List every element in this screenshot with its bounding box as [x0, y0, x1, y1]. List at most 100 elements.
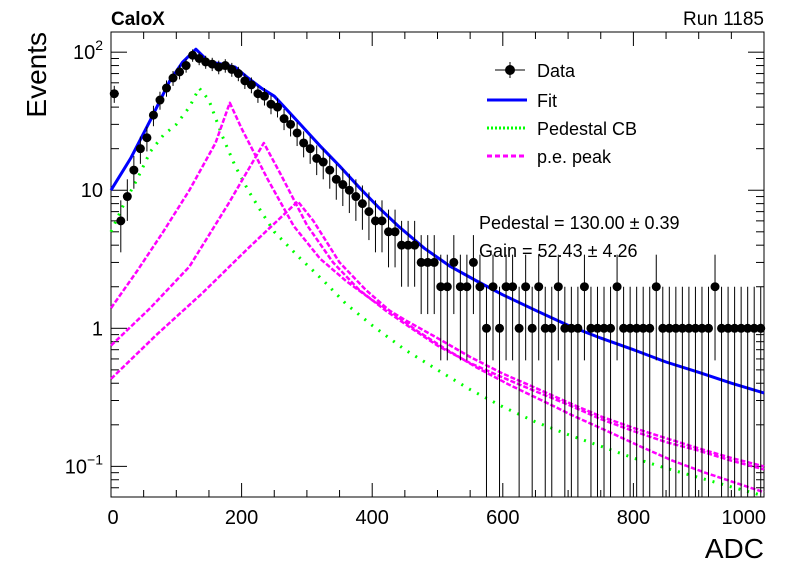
data-point — [168, 73, 178, 83]
data-point — [697, 323, 707, 333]
y-tick-label: 10 — [81, 180, 103, 202]
data-point — [351, 192, 361, 202]
data-point — [220, 61, 230, 71]
x-axis-title: ADC — [705, 533, 764, 564]
legend-pe-label: p.e. peak — [537, 147, 612, 167]
data-point — [240, 76, 250, 86]
legend-data-label: Data — [537, 61, 576, 81]
x-tick-label: 200 — [225, 507, 258, 529]
data-point — [148, 110, 158, 120]
data-point — [305, 144, 315, 154]
data-point — [299, 138, 309, 148]
data-point — [508, 282, 518, 292]
data-point — [175, 67, 185, 77]
pedestal-annotation: Pedestal = 130.00 ± 0.39 — [479, 213, 680, 233]
data-point — [449, 257, 459, 267]
y-tick-label: 1 — [92, 318, 103, 340]
data-point — [227, 64, 237, 74]
data-point — [586, 323, 596, 333]
data-point — [606, 323, 616, 333]
data-point — [325, 165, 335, 175]
data-point — [436, 282, 446, 292]
data-point — [514, 323, 524, 333]
data-point — [599, 323, 609, 333]
legend-pedestal-label: Pedestal CB — [537, 119, 637, 139]
x-tick-label: 600 — [486, 507, 519, 529]
data-point — [109, 89, 119, 99]
data-point — [684, 323, 694, 333]
data-point — [181, 61, 191, 71]
data-point — [579, 282, 589, 292]
data-point — [377, 216, 387, 226]
data-point — [703, 323, 713, 333]
data-point — [612, 282, 622, 292]
data-point — [331, 174, 341, 184]
data-point — [410, 240, 420, 250]
data-point — [625, 323, 635, 333]
data-point — [488, 282, 498, 292]
data-point — [162, 83, 172, 93]
data-point — [129, 165, 139, 175]
data-point — [279, 114, 289, 124]
data-point — [495, 323, 505, 333]
data-point — [566, 323, 576, 333]
data-point — [638, 323, 648, 333]
gain-annotation: Gain = 52.43 ± 4.26 — [479, 241, 638, 261]
data-point — [632, 323, 642, 333]
data-point — [116, 216, 126, 226]
data-point — [553, 282, 563, 292]
data-point — [501, 282, 511, 292]
data-point — [573, 323, 583, 333]
data-point — [384, 227, 394, 237]
data-point — [338, 180, 348, 190]
data-point — [273, 102, 283, 112]
data-point — [429, 257, 439, 267]
data-point — [442, 282, 452, 292]
x-tick-label: 400 — [356, 507, 389, 529]
data-point — [364, 207, 374, 217]
data-points — [109, 49, 766, 497]
data-point — [142, 133, 152, 143]
pe-peak-curve — [110, 141, 765, 471]
data-point — [246, 80, 256, 90]
data-point — [560, 323, 570, 333]
fit-curve — [109, 47, 765, 395]
data-point — [455, 282, 465, 292]
data-point — [651, 282, 661, 292]
data-point — [540, 323, 550, 333]
data-point — [521, 282, 531, 292]
data-point — [357, 199, 367, 209]
data-point — [318, 157, 328, 167]
data-point — [527, 323, 537, 333]
data-point — [390, 227, 400, 237]
data-point — [534, 282, 544, 292]
data-point — [756, 323, 766, 333]
y-axis-title: Events — [21, 32, 52, 118]
pe-peak-curve — [110, 200, 765, 494]
data-point — [671, 323, 681, 333]
pedestal-curve — [109, 86, 765, 498]
data-point — [233, 69, 243, 79]
data-point — [423, 257, 433, 267]
legend: Data Fit Pedestal CB p.e. peak — [487, 61, 637, 167]
legend-data-marker — [505, 65, 515, 75]
data-point — [416, 257, 426, 267]
data-point — [155, 95, 165, 105]
data-point — [658, 323, 668, 333]
data-point — [619, 323, 629, 333]
data-point — [344, 185, 354, 195]
data-point — [292, 128, 302, 138]
data-point — [468, 257, 478, 267]
x-tick-label: 1000 — [722, 507, 767, 529]
data-point — [690, 323, 700, 333]
data-point — [749, 323, 759, 333]
data-point — [481, 323, 491, 333]
data-point — [403, 240, 413, 250]
x-tick-labels: 0 200 400 600 800 1000 — [107, 507, 766, 529]
x-tick-label: 800 — [617, 507, 650, 529]
run-label: Run 1185 — [683, 9, 764, 30]
data-point — [730, 323, 740, 333]
data-point — [370, 216, 380, 226]
x-tick-label: 0 — [107, 507, 118, 529]
